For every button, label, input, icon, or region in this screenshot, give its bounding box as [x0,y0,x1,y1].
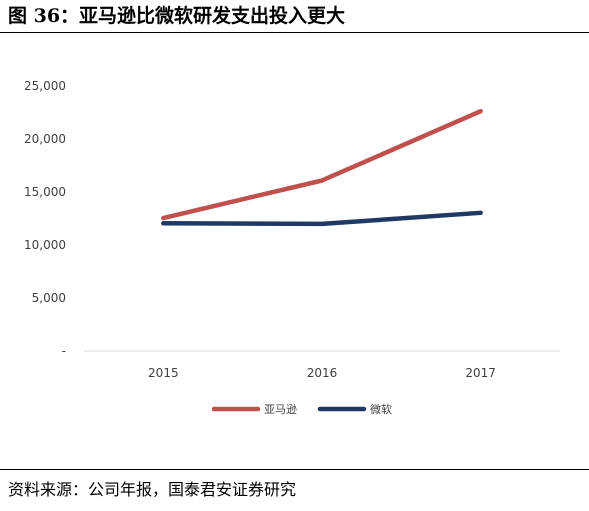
x-tick-label: 2016 [307,366,338,380]
series-lines [161,108,483,227]
series-line-microsoft [161,210,483,227]
source-note: 资料来源：公司年报，国泰君安证券研究 [8,480,297,499]
legend[interactable]: 亚马逊 微软 [211,402,392,416]
y-tick-label: 15,000 [24,185,66,199]
top-rule [0,32,589,33]
y-tick-label: 25,000 [24,79,66,93]
legend-label-amazon: 亚马逊 [264,403,297,416]
series-line-amazon [161,108,483,221]
legend-label-microsoft: 微软 [370,402,392,416]
x-axis-ticks: 2015 2016 2017 [148,366,496,380]
bottom-rule [0,469,589,470]
x-tick-label: 2017 [465,366,496,380]
y-tick-label: 20,000 [24,132,66,146]
y-tick-label: - [62,344,66,358]
y-axis-ticks: - 5,000 10,000 15,000 20,000 25,000 [24,79,66,358]
figure-title: 图 36：亚马逊比微软研发支出投入更大 [8,5,346,27]
y-tick-label: 5,000 [32,291,66,305]
y-tick-label: 10,000 [24,238,66,252]
x-tick-label: 2015 [148,366,179,380]
